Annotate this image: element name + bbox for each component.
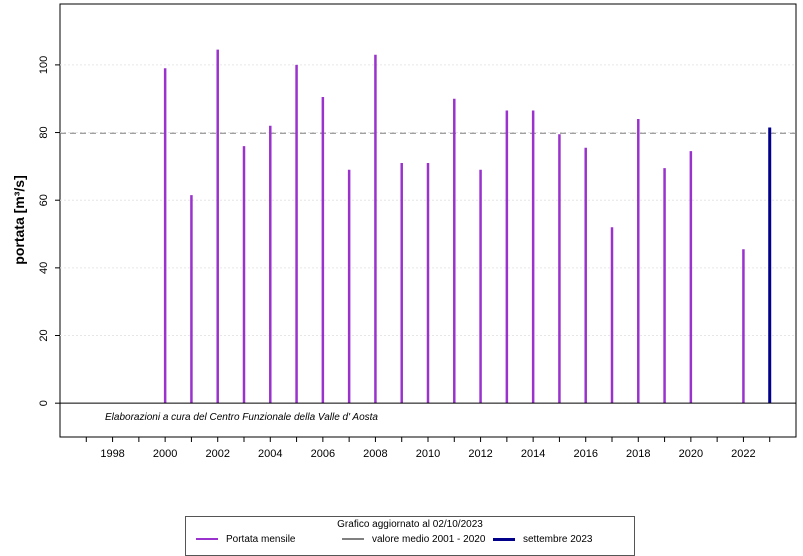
x-tick-label: 2008 bbox=[363, 448, 387, 460]
y-tick-label: 100 bbox=[38, 56, 50, 74]
y-axis-title: portata [m³/s] bbox=[11, 175, 27, 264]
x-tick-label: 2016 bbox=[573, 448, 597, 460]
x-tick-label: 2004 bbox=[258, 448, 282, 460]
legend: Grafico aggiornato al 02/10/2023 Portata… bbox=[185, 516, 635, 556]
legend-label-valore-medio: valore medio 2001 - 2020 bbox=[372, 534, 486, 545]
legend-swatch-portata bbox=[196, 538, 218, 541]
legend-swatch-settembre bbox=[493, 537, 515, 541]
axes-group: 0 20 40 60 80 100 1998 2000 2002 2004 2006 2008 2010… bbox=[38, 56, 796, 460]
x-tick-label: 2022 bbox=[731, 448, 755, 460]
x-tick-label: 2020 bbox=[679, 448, 703, 460]
x-tick-label: 2018 bbox=[626, 448, 650, 460]
legend-item-valore-medio: valore medio 2001 - 2020 bbox=[342, 534, 485, 545]
legend-title: Grafico aggiornato al 02/10/2023 bbox=[337, 519, 483, 530]
legend-swatch-valore-medio bbox=[342, 538, 364, 541]
legend-label-portata: Portata mensile bbox=[226, 534, 296, 545]
legend-item-portata: Portata mensile bbox=[196, 534, 295, 545]
credit-annotation: Elaborazioni a cura del Centro Funzional… bbox=[105, 412, 378, 423]
x-tick-label: 2000 bbox=[153, 448, 177, 460]
y-tick-label: 80 bbox=[38, 126, 50, 138]
x-tick-label: 2010 bbox=[416, 448, 440, 460]
x-tick-label: 2014 bbox=[521, 448, 545, 460]
y-tick-label: 20 bbox=[38, 329, 50, 341]
x-tick-label: 2006 bbox=[311, 448, 335, 460]
x-tick-label: 1998 bbox=[100, 448, 124, 460]
y-tick-label: 0 bbox=[38, 400, 50, 406]
y-tick-label: 60 bbox=[38, 194, 50, 206]
legend-item-settembre: settembre 2023 bbox=[493, 534, 593, 545]
x-tick-label: 2012 bbox=[468, 448, 492, 460]
y-tick-label: 40 bbox=[38, 262, 50, 274]
bars-group bbox=[163, 49, 772, 404]
x-tick-label: 2002 bbox=[205, 448, 229, 460]
legend-label-settembre: settembre 2023 bbox=[523, 534, 593, 545]
